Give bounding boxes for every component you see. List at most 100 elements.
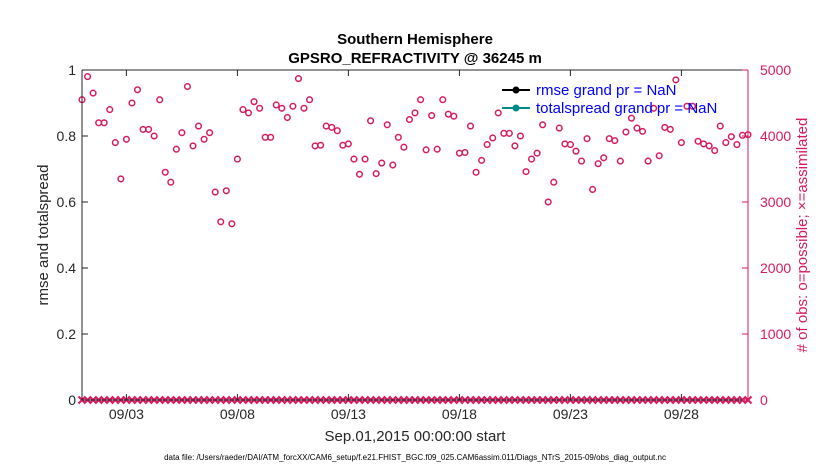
obs-possible-point (189, 142, 197, 150)
obs-possible-point (344, 140, 352, 148)
obs-possible-point (378, 159, 386, 167)
obs-possible-point (150, 132, 158, 140)
obs-possible-point (84, 73, 92, 81)
obs-possible-point (156, 96, 164, 104)
obs-possible-point (550, 178, 558, 186)
obs-possible-point (589, 185, 597, 194)
obs-possible-point (283, 113, 291, 122)
obs-possible-series (78, 73, 752, 228)
obs-possible-point (483, 141, 491, 149)
obs-possible-point (411, 109, 419, 117)
obs-possible-point (644, 157, 652, 165)
obs-possible-point (178, 129, 186, 137)
obs-possible-point (450, 112, 458, 120)
obs-possible-point (417, 96, 425, 104)
obs-possible-point (494, 109, 502, 117)
obs-possible-point (100, 119, 108, 127)
obs-possible-point (250, 98, 258, 106)
obs-possible-point (106, 106, 114, 114)
obs-possible-point (145, 125, 153, 133)
obs-possible-point (528, 155, 536, 163)
obs-possible-point (244, 109, 253, 117)
obs-possible-point (195, 122, 203, 130)
obs-possible-point (677, 139, 685, 147)
obs-possible-point (289, 102, 297, 110)
obs-possible-point (372, 170, 380, 178)
obs-possible-point (622, 128, 630, 136)
obs-possible-point (461, 148, 469, 157)
obs-possible-point (317, 141, 325, 149)
obs-possible-point (267, 133, 275, 141)
obs-possible-point (533, 149, 541, 157)
obs-possible-point (555, 124, 563, 132)
y-ticks-right: 0 1000 2000 3000 4000 5000 (742, 62, 791, 408)
obs-possible-point (539, 121, 547, 129)
obs-possible-point (233, 155, 241, 163)
obs-possible-point (239, 106, 247, 114)
obs-possible-point (422, 146, 430, 154)
obs-possible-point (361, 155, 369, 163)
footer-data-file: data file: /Users/raeder/DAI/ATM_forcXX/… (164, 453, 666, 462)
obs-possible-point (161, 168, 169, 176)
obs-possible-point (650, 104, 658, 112)
y-tick-left-label: 0 (68, 392, 76, 408)
obs-possible-point (433, 145, 441, 153)
obs-possible-point (355, 170, 364, 178)
x-ticks: 09/03 09/08 09/13 09/18 09/23 09/28 (109, 70, 699, 422)
y-tick-left-label: 1 (68, 62, 76, 78)
obs-possible-point (655, 152, 663, 160)
obs-possible-point (133, 86, 142, 94)
obs-possible-point (639, 127, 647, 135)
obs-possible-point (666, 125, 674, 133)
obs-possible-point (722, 139, 730, 147)
obs-possible-point (627, 114, 636, 122)
y-tick-left-label: 0.8 (57, 128, 77, 144)
obs-possible-point (516, 132, 525, 140)
obs-possible-point (111, 139, 119, 147)
y-tick-right-label: 1000 (760, 326, 791, 342)
obs-possible-point (256, 104, 264, 112)
obs-possible-point (583, 135, 591, 143)
y-tick-right-label: 3000 (760, 194, 791, 210)
obs-possible-point (522, 168, 530, 176)
obs-possible-point (511, 142, 519, 150)
obs-possible-point (544, 198, 552, 206)
obs-possible-point (672, 76, 680, 84)
x-tick-label: 09/08 (220, 406, 255, 422)
obs-possible-point (272, 101, 280, 109)
legend-spread-label: totalspread grand pr = NaN (536, 100, 717, 117)
obs-possible-point (222, 187, 230, 195)
obs-possible-point (472, 168, 480, 176)
obs-possible-point (89, 89, 97, 97)
obs-possible-point (716, 122, 724, 130)
y-axis-label-right: # of obs: o=possible; ×=assimilated (794, 118, 811, 353)
y-tick-right-label: 2000 (760, 260, 791, 276)
x-tick-label: 09/18 (442, 406, 477, 422)
obs-possible-point (566, 141, 574, 149)
x-tick-label: 09/28 (664, 406, 699, 422)
obs-possible-point (172, 145, 180, 153)
legend-rmse-marker (512, 86, 520, 94)
obs-possible-point (711, 146, 719, 155)
obs-possible-point (333, 127, 341, 135)
obs-possible-point (600, 154, 608, 162)
y-tick-left-label: 0.2 (57, 326, 77, 342)
y-ticks-left: 0 0.2 0.4 0.6 0.8 1 (57, 62, 88, 408)
plot-area (82, 70, 748, 400)
obs-possible-point (705, 142, 713, 150)
obs-possible-point (294, 75, 303, 83)
obs-possible-point (206, 129, 214, 137)
legend-rmse-label: rmse grand pr = NaN (536, 82, 676, 99)
obs-possible-point (489, 134, 497, 142)
y-tick-left-label: 0.4 (57, 260, 77, 276)
obs-possible-point (217, 218, 225, 226)
obs-possible-point (278, 104, 286, 112)
obs-possible-point (183, 82, 191, 91)
obs-possible-point (128, 99, 136, 107)
y-tick-right-label: 4000 (760, 128, 791, 144)
obs-possible-point (211, 188, 219, 196)
obs-possible-point (117, 175, 125, 183)
obs-possible-point (228, 220, 236, 228)
